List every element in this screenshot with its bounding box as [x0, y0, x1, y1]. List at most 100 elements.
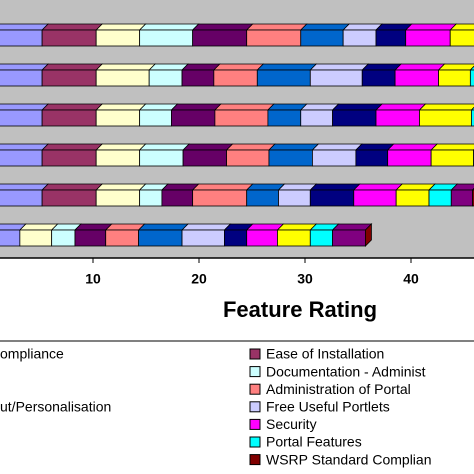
bar-segment [51, 229, 76, 247]
bar-top [18, 223, 59, 231]
bar-segment [246, 229, 278, 247]
bar-segment [428, 189, 452, 207]
bar-top [342, 23, 383, 31]
legend-label: Administration of Portal [266, 381, 411, 397]
bar-top [181, 223, 232, 231]
bar-segment [181, 69, 215, 87]
bar-segment [353, 189, 397, 207]
bar-segment [450, 189, 473, 207]
bar-top [394, 63, 446, 71]
bar-top [0, 103, 50, 111]
bar-segment [300, 109, 333, 127]
bar-top [331, 223, 373, 231]
bar-segment [256, 69, 311, 87]
bar-top [0, 143, 50, 151]
x-axis-label: Feature Rating [223, 297, 377, 322]
bar-top [386, 143, 439, 151]
bar-top [41, 103, 104, 111]
bar-top [266, 103, 308, 111]
bar-segment [139, 189, 163, 207]
bar-top [41, 63, 104, 71]
bar-segment [309, 229, 333, 247]
bar-top [0, 63, 50, 71]
bar-segment [375, 29, 407, 47]
bar-segment [214, 109, 269, 127]
legend-swatch [249, 436, 261, 448]
bar-top [245, 183, 286, 191]
bar-segment [139, 29, 194, 47]
bar-top [138, 23, 200, 31]
bar-top [213, 103, 275, 111]
bar-top [354, 143, 395, 151]
legend-label: Portal Features [266, 434, 362, 450]
legend-swatch [249, 366, 261, 378]
bar-top [0, 183, 50, 191]
bar-top [191, 23, 254, 31]
legend-label: ompliance [0, 346, 64, 362]
bar-top [95, 183, 147, 191]
bar-segment [139, 109, 172, 127]
bar-top [276, 223, 318, 231]
bar-segment [430, 149, 474, 167]
bar-top [182, 143, 234, 151]
bar-segment [438, 69, 471, 87]
bar-top [137, 223, 190, 231]
bar-top [212, 63, 265, 71]
bar-segment [192, 189, 248, 207]
bar-segment [0, 29, 43, 47]
bar-side [365, 223, 372, 247]
bar-top [331, 103, 383, 111]
bar-segment [332, 109, 377, 127]
bar-segment [161, 189, 194, 207]
bar-segment [95, 109, 141, 127]
bar-segment [469, 69, 474, 87]
bar-top [352, 183, 404, 191]
bar-segment [387, 149, 432, 167]
bar-segment [355, 149, 389, 167]
legend-swatch [249, 454, 261, 466]
bar-segment [41, 149, 97, 167]
bar-segment [278, 189, 311, 207]
bar-segment [300, 29, 344, 47]
bar-segment [395, 189, 430, 207]
bar-segment [41, 189, 97, 207]
bar-top [104, 223, 146, 231]
bar-top [245, 23, 308, 31]
bar-segment [41, 69, 97, 87]
legend-swatch [249, 348, 261, 360]
bar-segment [405, 29, 451, 47]
bar-segment [419, 109, 472, 127]
bar-segment [449, 29, 474, 47]
bar-top [41, 143, 104, 151]
bar-top [95, 143, 147, 151]
legend-swatch [249, 418, 261, 430]
bar-segment [213, 69, 258, 87]
bar-segment [171, 109, 216, 127]
bar-segment [226, 149, 270, 167]
x-tick-label: 30 [297, 271, 313, 287]
bar-top [225, 143, 276, 151]
bar-top [418, 103, 474, 111]
bar-top [138, 103, 179, 111]
bar-segment [0, 109, 43, 127]
bar-segment [95, 149, 141, 167]
bar-top [311, 143, 363, 151]
bar-segment [95, 29, 141, 47]
bar-segment [224, 229, 248, 247]
bar-segment [268, 149, 313, 167]
bar-segment [246, 189, 279, 207]
bar-segment [267, 109, 302, 127]
bar-segment [181, 229, 225, 247]
bar-segment [19, 229, 53, 247]
bar-top [170, 103, 222, 111]
bar-segment [309, 189, 355, 207]
bar-top [309, 63, 370, 71]
bar-segment [182, 149, 227, 167]
bar-top [41, 183, 104, 191]
bar-segment [74, 229, 107, 247]
bar-top [95, 63, 157, 71]
bar-top [470, 106, 474, 111]
bar-segment [277, 229, 311, 247]
bar-top [437, 63, 474, 71]
bar-top [191, 183, 254, 191]
